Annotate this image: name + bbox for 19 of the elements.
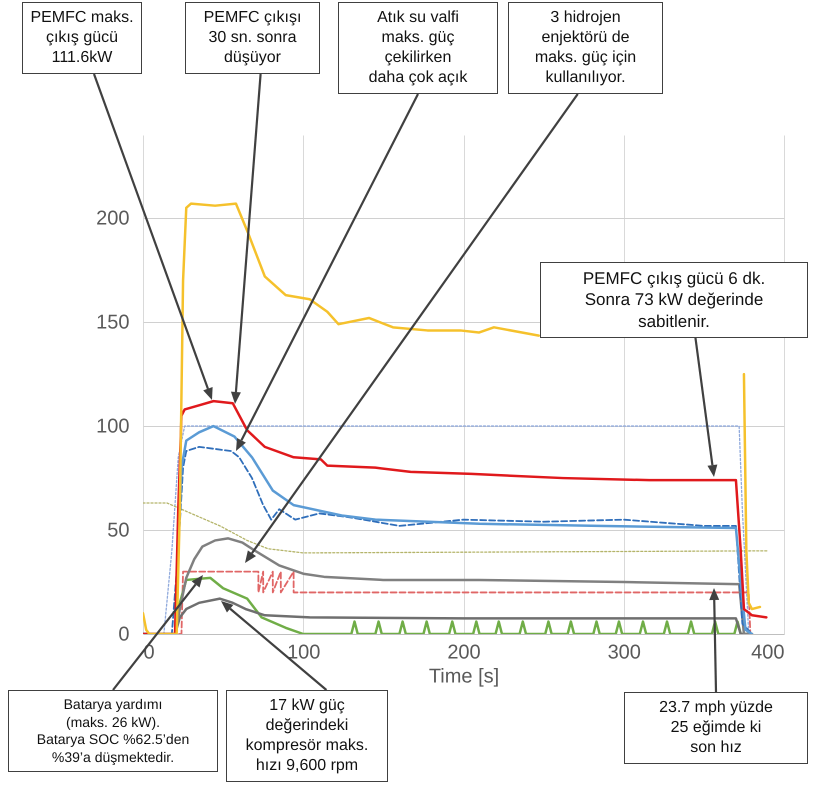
y-tick-label: 150 bbox=[96, 312, 130, 334]
x-tick-label: 200 bbox=[447, 642, 481, 664]
callout-box: PEMFC çıkışı 30 sn. sonra düşüyor bbox=[185, 2, 320, 74]
x-tick-label: 300 bbox=[608, 642, 641, 664]
y-tick-label: 200 bbox=[96, 208, 130, 230]
y-tick-label: 50 bbox=[107, 520, 130, 542]
y-tick-label: 0 bbox=[118, 624, 130, 646]
line-series bbox=[143, 502, 769, 554]
callout-box: 17 kW güç değerindeki kompresör maks. hızı 9,600 rpm bbox=[226, 690, 388, 782]
callout-box: PEMFC çıkış gücü 6 dk. Sonra 73 kW değerinde sabitlenir. bbox=[540, 262, 808, 338]
callout-box: Batarya yardımı (maks. 26 kW). Batarya SOC %62.5’den %39’a düşmektedir. bbox=[8, 690, 218, 772]
callout-box: PEMFC maks. çıkış gücü 111.6kW bbox=[22, 2, 142, 74]
x-axis-title: Time [s] bbox=[428, 666, 500, 688]
callout-box: Atık su valfi maks. güç çekilirken daha çok açık bbox=[338, 2, 498, 94]
x-tick-label: 100 bbox=[287, 642, 320, 664]
callout-box: 3 hidrojen enjektörü de maks. güç için kullanılıyor. bbox=[508, 2, 663, 94]
callout-box: 23.7 mph yüzde 25 eğimde ki son hız bbox=[624, 692, 808, 764]
y-tick-label: 100 bbox=[96, 416, 130, 438]
x-tick-label: 400 bbox=[751, 642, 784, 664]
